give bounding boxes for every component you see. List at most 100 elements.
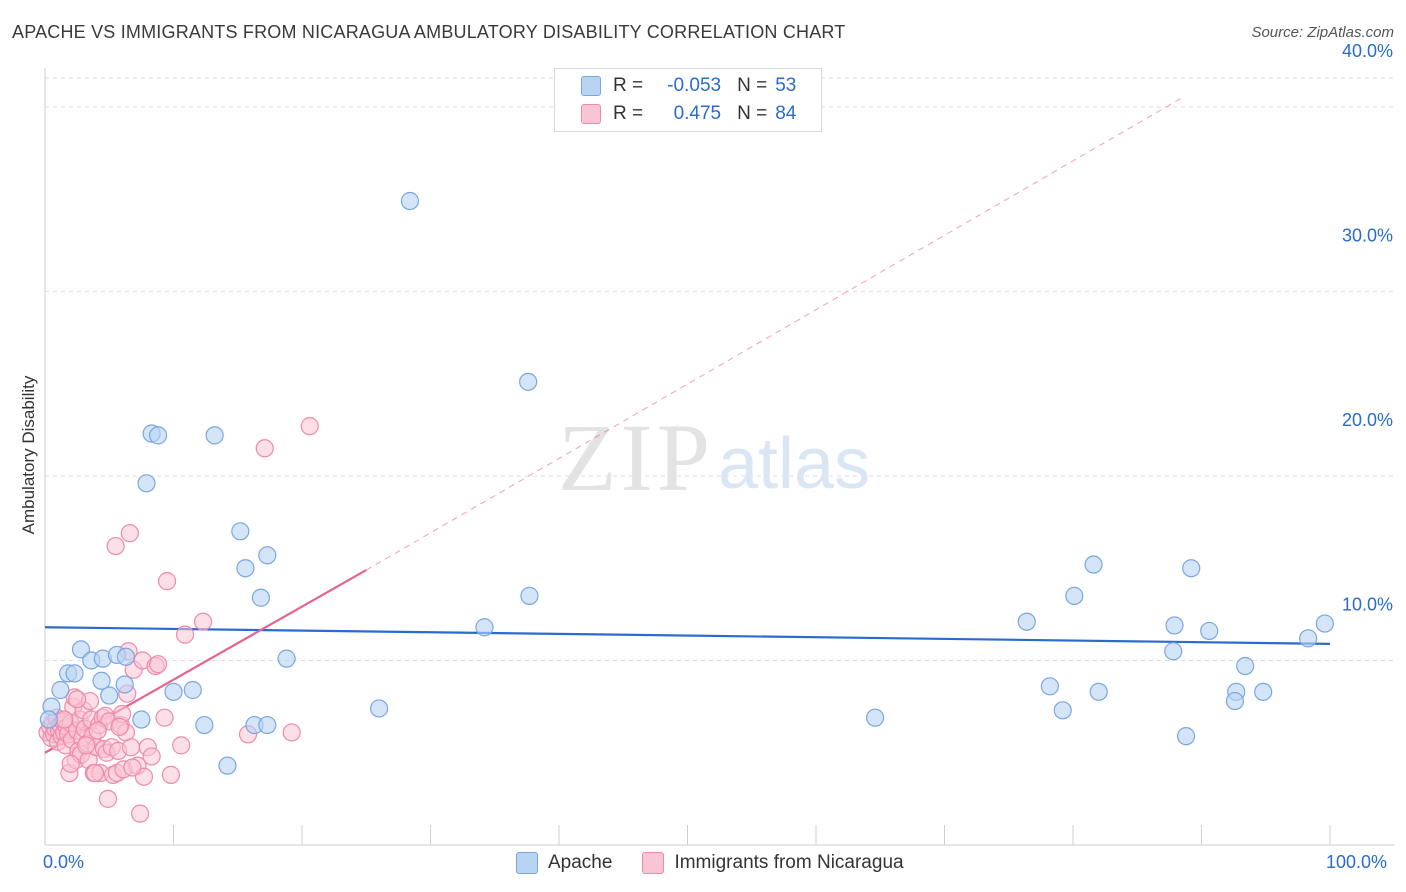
data-point-apache [39, 710, 58, 729]
data-point-nicaragua [175, 625, 195, 644]
data-point-apache [1182, 559, 1201, 578]
legend-r-value: 0.475 [673, 103, 722, 124]
y-axis-label-wrap: Ambulatory Disability [19, 376, 39, 535]
source-label: Source: ZipAtlas.com [1251, 24, 1394, 41]
data-point-nicaragua [88, 721, 107, 740]
data-point-nicaragua [98, 789, 118, 808]
data-point-apache [116, 647, 136, 666]
legend-label-nicaragua: Immigrants from Nicaragua [674, 852, 904, 873]
data-point-apache [1164, 642, 1183, 661]
data-point-apache [65, 664, 84, 683]
data-point-nicaragua [68, 690, 87, 709]
data-point-apache [1315, 614, 1334, 633]
data-point-apache [115, 675, 134, 694]
data-point-apache [218, 756, 237, 775]
data-point-apache [205, 426, 224, 445]
data-point-apache [92, 671, 111, 690]
data-point-nicaragua [121, 738, 141, 757]
y-tick-label: 30.0% [1342, 225, 1393, 245]
trend-line-apache [44, 626, 1331, 645]
data-point-apache [1225, 691, 1245, 711]
data-point-apache [400, 191, 420, 211]
data-point-nicaragua [155, 708, 174, 727]
data-point-apache [231, 522, 250, 541]
data-point-apache [1236, 656, 1255, 676]
legend-n-label: N = [737, 75, 768, 96]
data-point-apache [195, 715, 214, 735]
data-point-nicaragua [172, 736, 191, 755]
legend-swatch-nicaragua [581, 104, 601, 124]
legend-label-apache: Apache [548, 852, 613, 873]
data-point-apache [258, 546, 277, 565]
data-point-apache [1200, 621, 1219, 641]
data-point-nicaragua [255, 439, 274, 458]
legend-n-label: N = [737, 103, 768, 124]
data-point-nicaragua [106, 536, 125, 556]
chart-title: APACHE VS IMMIGRANTS FROM NICARAGUA AMBU… [12, 22, 846, 42]
data-point-apache [1084, 555, 1103, 574]
y-axis-label: Ambulatory Disability [19, 375, 38, 535]
y-tick-label: 40.0% [1342, 41, 1393, 61]
watermark-atlas: atlas [718, 424, 870, 504]
data-point-apache [370, 699, 389, 718]
data-point-apache [1299, 629, 1318, 648]
data-point-apache [1053, 701, 1072, 720]
data-point-apache [520, 586, 539, 605]
data-point-apache [1017, 612, 1036, 631]
data-point-apache [1176, 727, 1196, 746]
legend-row-apache: R = -0.053 N = 53 [581, 74, 796, 98]
data-point-apache [51, 680, 70, 700]
data-point-nicaragua [142, 747, 161, 766]
data-point-apache [164, 682, 183, 701]
y-tick-label: 20.0% [1342, 410, 1393, 430]
legend-n-value: 53 [775, 75, 797, 96]
data-point-apache [236, 559, 255, 578]
data-point-apache [519, 372, 538, 391]
data-point-apache [1165, 616, 1184, 635]
data-point-apache [251, 588, 270, 607]
data-point-nicaragua [120, 524, 139, 543]
watermark-zip: ZIP [558, 404, 714, 511]
correlation-legend: R = -0.053 N = 53 R = 0.475 N = 84 [554, 68, 822, 132]
series-apache-points [39, 191, 1334, 775]
legend-item-nicaragua[interactable]: Immigrants from Nicaragua [642, 852, 904, 874]
data-point-apache [258, 715, 277, 735]
series-nicaragua-points [38, 417, 319, 823]
y-tick-labels: 10.0% 20.0% 30.0% 40.0% [1342, 41, 1393, 615]
data-point-nicaragua [123, 758, 142, 777]
data-point-nicaragua [148, 655, 168, 674]
legend-r-label: R = [613, 103, 644, 124]
data-point-apache [148, 426, 168, 445]
data-point-nicaragua [110, 717, 129, 737]
legend-item-apache[interactable]: Apache [516, 852, 612, 874]
data-point-apache [866, 708, 885, 727]
axes [44, 68, 1395, 846]
data-point-apache [475, 618, 494, 637]
data-point-apache [137, 474, 156, 493]
data-point-apache [71, 640, 91, 659]
data-point-apache [1089, 682, 1108, 701]
data-point-nicaragua [61, 754, 80, 773]
data-point-nicaragua [77, 736, 96, 755]
watermark: ZIP atlas [558, 404, 870, 511]
data-point-nicaragua [282, 723, 301, 742]
y-tick-label: 10.0% [1342, 594, 1393, 614]
data-point-nicaragua [157, 572, 177, 591]
data-point-nicaragua [86, 763, 105, 783]
data-point-apache [183, 680, 202, 700]
series-legend: Apache Immigrants from Nicaragua [516, 852, 934, 874]
data-point-apache [1254, 682, 1273, 701]
legend-swatch-nicaragua [642, 852, 665, 874]
legend-n-value: 84 [775, 103, 797, 124]
data-point-nicaragua [300, 417, 319, 436]
data-point-nicaragua [55, 710, 74, 729]
data-point-apache [132, 710, 151, 729]
data-point-apache [1040, 677, 1059, 696]
legend-r-label: R = [613, 75, 644, 96]
x-tick-label-max: 100.0% [1326, 852, 1388, 872]
data-point-nicaragua [161, 765, 181, 784]
legend-swatch-apache [516, 852, 538, 874]
data-point-apache [1065, 586, 1084, 605]
data-point-apache [277, 649, 296, 668]
